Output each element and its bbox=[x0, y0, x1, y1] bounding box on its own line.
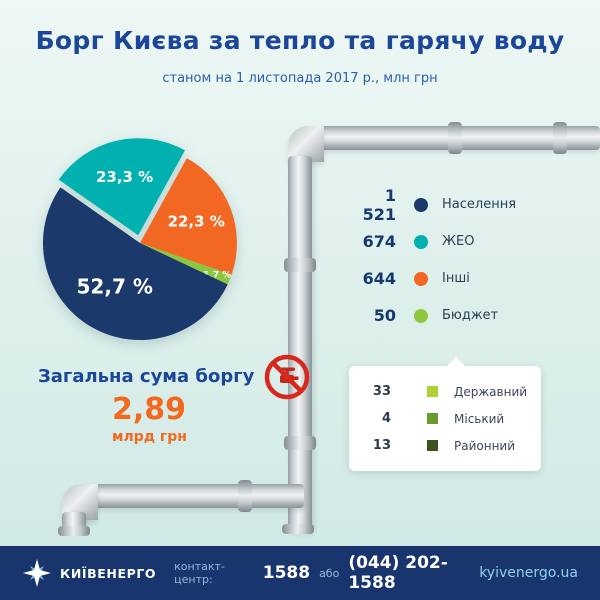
phone-short: 1588 bbox=[262, 563, 311, 583]
breakdown-row: 33 Державний bbox=[349, 378, 541, 405]
pipe-end-cap bbox=[58, 526, 90, 536]
pie-percent-label: 22,3 % bbox=[168, 213, 225, 231]
pipe-end-cap bbox=[282, 524, 314, 534]
pipe-joint-icon bbox=[284, 258, 316, 272]
budget-breakdown-callout: 33 Державний 4 Міський 13 Районний bbox=[349, 357, 541, 471]
pie-slice bbox=[42, 187, 228, 341]
pie-slice bbox=[58, 138, 186, 236]
legend: 1 521 Населення 674 ЖЕО 644 Інші 50 Бюдж… bbox=[348, 186, 516, 334]
footer-bar: КИЇВЕНЕРГО контакт-центр: 1588 або (044)… bbox=[0, 546, 600, 600]
contact-label: контакт-центр: bbox=[174, 560, 225, 586]
pie-percent-label: 52,7 % bbox=[77, 275, 153, 299]
breakdown-color-square bbox=[427, 413, 438, 424]
breakdown-value: 13 bbox=[372, 438, 391, 453]
breakdown-color-square bbox=[427, 440, 438, 451]
pipe-vertical bbox=[288, 156, 312, 532]
legend-row: 50 Бюджет bbox=[348, 297, 516, 334]
breakdown-label: Районний bbox=[454, 438, 516, 453]
legend-color-dot bbox=[414, 234, 428, 249]
pipe-joint-icon bbox=[553, 122, 567, 154]
or-label: або bbox=[319, 566, 340, 580]
legend-value: 674 bbox=[362, 232, 396, 251]
pie-chart: 23,3 % 22,3 % 1,7 % 52,7 % bbox=[42, 138, 237, 341]
legend-row: 1 521 Населення bbox=[348, 185, 517, 224]
legend-color-dot bbox=[414, 197, 428, 212]
pipe-joint-icon bbox=[284, 436, 316, 450]
pie-percent-label: 23,3 % bbox=[96, 168, 153, 186]
legend-color-dot bbox=[414, 271, 428, 286]
pie-slice bbox=[140, 243, 232, 285]
legend-label: Бюджет bbox=[442, 308, 499, 323]
no-heating-sign bbox=[264, 354, 310, 400]
pipe-joint-icon bbox=[448, 122, 462, 154]
pipe-bottom-stub bbox=[62, 512, 86, 528]
contact-block: контакт-центр: 1588 або (044) 202-1588 bbox=[174, 553, 479, 593]
pipe-joint-icon bbox=[238, 480, 252, 512]
legend-label: ЖЕО bbox=[442, 234, 475, 249]
pie-percent-label: 1,7 % bbox=[203, 271, 231, 281]
total-debt-unit: млрд грн bbox=[112, 429, 187, 445]
legend-value: 50 bbox=[373, 306, 396, 325]
legend-label: Інші bbox=[442, 271, 470, 286]
pie-slice bbox=[140, 158, 237, 275]
website-link: kyivenergo.ua bbox=[479, 565, 578, 581]
legend-row: 644 Інші bbox=[348, 260, 516, 297]
page-subtitle: станом на 1 листопада 2017 р., млн грн bbox=[162, 71, 438, 86]
page-title: Борг Києва за тепло та гарячу воду bbox=[35, 26, 565, 55]
prohibition-slash-icon bbox=[271, 361, 303, 393]
breakdown-label: Міський bbox=[454, 411, 505, 426]
total-debt-label: Загальна сума боргу bbox=[38, 366, 255, 387]
pipe-bottom-horizontal bbox=[80, 484, 304, 508]
breakdown-row: 13 Районний bbox=[349, 432, 541, 459]
total-debt-value: 2,89 bbox=[112, 392, 187, 427]
brand-name: КИЇВЕНЕРГО bbox=[60, 565, 157, 581]
phone-full: (044) 202-1588 bbox=[348, 553, 448, 593]
breakdown-row: 4 Міський bbox=[349, 405, 541, 432]
breakdown-color-square bbox=[427, 386, 438, 397]
brand: КИЇВЕНЕРГО bbox=[22, 558, 156, 588]
breakdown-value: 4 bbox=[381, 411, 391, 426]
legend-label: Населення bbox=[442, 197, 517, 212]
kyivenergo-star-icon bbox=[23, 559, 51, 587]
legend-color-dot bbox=[414, 308, 428, 323]
legend-row: 674 ЖЕО bbox=[348, 223, 516, 260]
breakdown-value: 33 bbox=[372, 384, 391, 399]
legend-value: 1 521 bbox=[362, 185, 396, 224]
prohibition-circle-icon bbox=[264, 354, 310, 400]
breakdown-label: Державний bbox=[454, 384, 528, 399]
legend-value: 644 bbox=[362, 269, 396, 288]
